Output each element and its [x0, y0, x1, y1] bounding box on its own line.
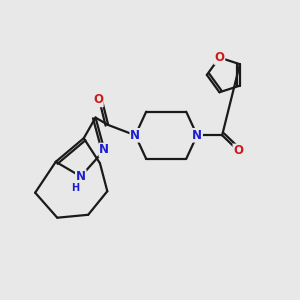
Text: H: H	[71, 183, 80, 193]
Text: N: N	[76, 170, 86, 183]
Text: O: O	[214, 51, 224, 64]
Text: N: N	[192, 129, 202, 142]
Text: O: O	[233, 144, 243, 158]
Text: N: N	[130, 129, 140, 142]
Text: O: O	[93, 93, 103, 106]
Text: N: N	[99, 143, 110, 157]
